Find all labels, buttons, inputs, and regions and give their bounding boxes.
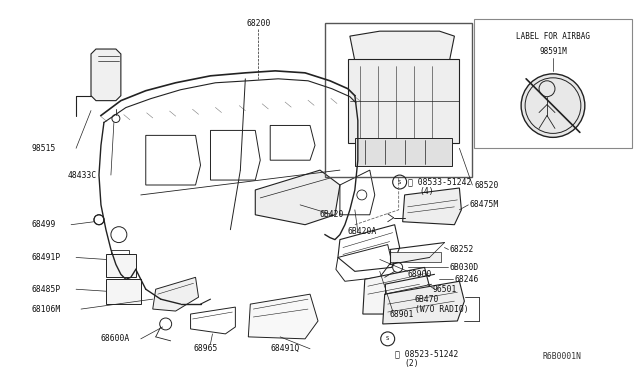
Text: 68499: 68499: [31, 220, 56, 229]
Text: LABEL FOR AIRBAG: LABEL FOR AIRBAG: [516, 32, 590, 41]
Text: R6B0001N: R6B0001N: [542, 352, 581, 361]
Bar: [325, 23, 472, 177]
Text: S: S: [398, 180, 401, 185]
Text: 68900: 68900: [408, 270, 432, 279]
Text: (2): (2): [404, 359, 419, 368]
Polygon shape: [248, 294, 318, 339]
Text: 68485P: 68485P: [31, 285, 61, 294]
Text: 68491Q: 68491Q: [270, 344, 300, 353]
Bar: [111, 250, 129, 259]
Text: 98515: 98515: [31, 144, 56, 153]
Text: 6B420A: 6B420A: [348, 227, 377, 236]
Polygon shape: [153, 277, 198, 311]
Bar: [355, 138, 452, 166]
Text: 48433C: 48433C: [68, 171, 97, 180]
Text: (W/O RADIO): (W/O RADIO): [415, 305, 468, 314]
Text: Ⓢ 08523-51242: Ⓢ 08523-51242: [395, 349, 458, 358]
Polygon shape: [106, 279, 141, 304]
Text: 6B470: 6B470: [415, 295, 439, 304]
Text: 68252: 68252: [449, 245, 474, 254]
Polygon shape: [91, 49, 121, 101]
Text: S: S: [386, 336, 389, 341]
Text: 98591M: 98591M: [539, 46, 567, 55]
Polygon shape: [350, 31, 454, 61]
Text: (4): (4): [420, 187, 434, 196]
Polygon shape: [403, 188, 461, 225]
Text: Ⓢ 08533-51242: Ⓢ 08533-51242: [408, 177, 471, 186]
Text: 68901: 68901: [390, 310, 414, 318]
Polygon shape: [106, 254, 136, 277]
Text: 68965: 68965: [193, 344, 218, 353]
Polygon shape: [255, 170, 340, 225]
Polygon shape: [363, 267, 431, 314]
Text: 68475M: 68475M: [469, 201, 499, 209]
Bar: [390, 253, 442, 262]
Text: 6B420: 6B420: [320, 210, 344, 219]
Bar: [474, 19, 632, 148]
Text: 68246: 68246: [454, 275, 479, 284]
Text: 6B030D: 6B030D: [449, 263, 479, 272]
Text: 68491P: 68491P: [31, 253, 61, 262]
Polygon shape: [383, 281, 465, 324]
Circle shape: [521, 74, 585, 137]
Text: 68200: 68200: [246, 19, 271, 28]
Text: 68600A: 68600A: [101, 334, 130, 343]
Bar: [348, 59, 460, 143]
Text: 68520: 68520: [474, 180, 499, 189]
Text: 96501: 96501: [433, 285, 457, 294]
Text: 68106M: 68106M: [31, 305, 61, 314]
